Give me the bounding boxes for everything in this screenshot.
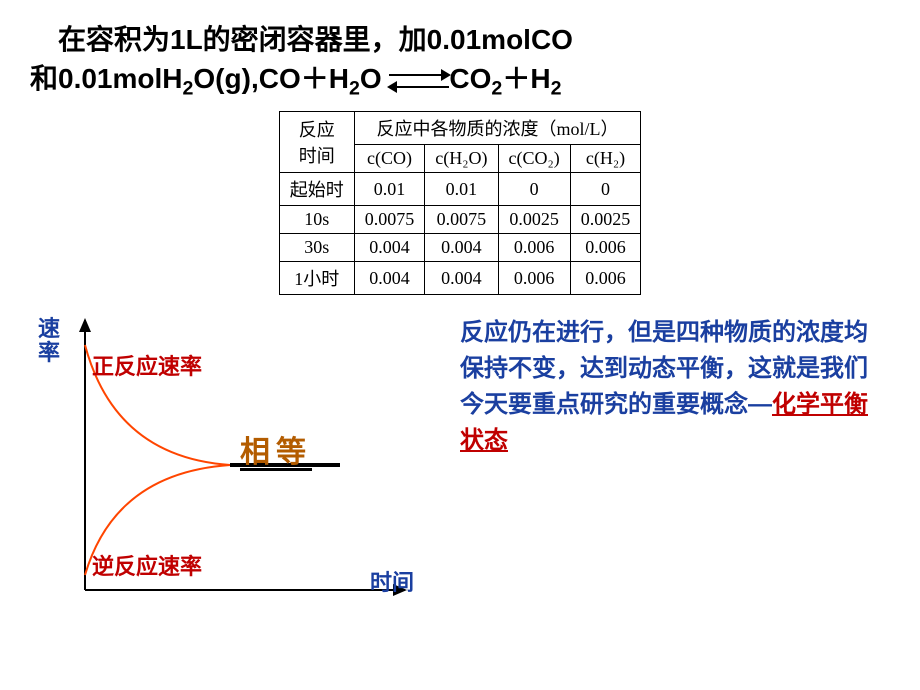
cell: 0.004 (425, 234, 498, 262)
cell: 0.004 (425, 262, 498, 295)
table-corner-top: 反应 (299, 120, 335, 140)
table-corner: 反应 时间 (279, 112, 354, 173)
table-row: 起始时 0.01 0.01 0 0 (279, 173, 641, 206)
cell: 0.0025 (570, 206, 641, 234)
cell: 0 (570, 173, 641, 206)
cell: 0.006 (498, 234, 570, 262)
x-axis-label: 时间 (370, 565, 414, 597)
col-co: c(CO) (354, 145, 425, 173)
title-rhs: CO (449, 63, 491, 94)
cell: 0.004 (354, 262, 425, 295)
forward-rate-label: 正反应速率 (92, 349, 202, 381)
table-row: 10s 0.0075 0.0075 0.0025 0.0025 (279, 206, 641, 234)
title-sub4: 2 (551, 78, 562, 100)
col-h2: c(H₂) (570, 145, 641, 173)
title-sub3: 2 (491, 78, 502, 100)
equilibrium-arrow-icon (389, 70, 449, 92)
title-sub2: 2 (349, 78, 360, 100)
row-label: 1小时 (279, 262, 354, 295)
row-label: 10s (279, 206, 354, 234)
title-line2-prefix: 和0.01molH (30, 63, 183, 94)
col-h2o: c(H₂O) (425, 145, 498, 173)
col-co2: c(CO₂) (498, 145, 570, 173)
y-axis-label: 速率 (38, 317, 64, 365)
cell: 0.0075 (354, 206, 425, 234)
table-group-header: 反应中各物质的浓度（mol/L） (354, 112, 641, 145)
cell: 0.01 (354, 173, 425, 206)
cell: 0.0025 (498, 206, 570, 234)
rate-chart: 速率 正反应速率 逆反应速率 相等 时间 (30, 315, 450, 615)
row-label: 30s (279, 234, 354, 262)
title-sub1: 2 (183, 78, 194, 100)
cell: 0.004 (354, 234, 425, 262)
concentration-table: 反应 时间 反应中各物质的浓度（mol/L） c(CO) c(H₂O) c(CO… (279, 111, 642, 295)
title-line2-mid2: O (360, 63, 390, 94)
cell: 0 (498, 173, 570, 206)
cell: 0.0075 (425, 206, 498, 234)
table-row: 1小时 0.004 0.004 0.006 0.006 (279, 262, 641, 295)
equal-label: 相等 (240, 427, 312, 471)
problem-title: 在容积为1L的密闭容器里，加0.01molCO 和0.01molH2O(g),C… (30, 20, 890, 103)
title-line2-mid: O(g),CO＋H (193, 63, 349, 94)
row-label: 起始时 (279, 173, 354, 206)
cell: 0.006 (570, 234, 641, 262)
cell: 0.006 (498, 262, 570, 295)
cell: 0.006 (570, 262, 641, 295)
title-end: ＋H (502, 63, 550, 94)
explanation-text: 反应仍在进行，但是四种物质的浓度均保持不变，达到动态平衡，这就是我们今天要重点研… (460, 315, 880, 459)
reverse-rate-label: 逆反应速率 (92, 549, 202, 581)
table-row: 30s 0.004 0.004 0.006 0.006 (279, 234, 641, 262)
table-corner-bottom: 时间 (299, 146, 335, 166)
title-line1: 在容积为1L的密闭容器里，加0.01molCO (30, 24, 573, 55)
cell: 0.01 (425, 173, 498, 206)
